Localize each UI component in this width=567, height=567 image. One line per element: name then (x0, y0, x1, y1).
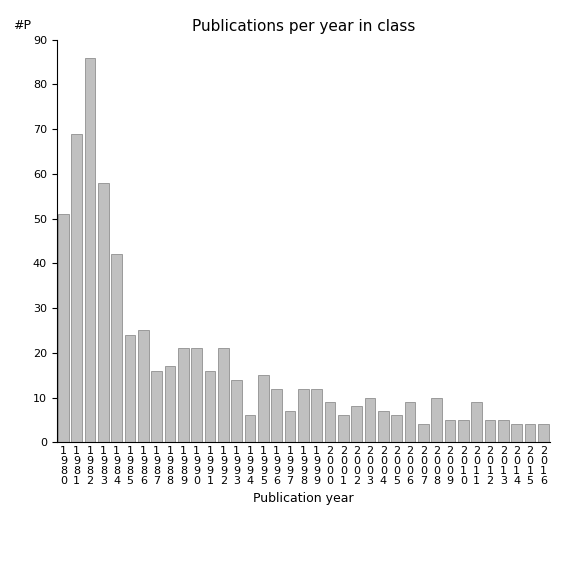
Bar (538, 424, 549, 442)
Bar (352, 407, 362, 442)
Bar (71, 134, 82, 442)
Bar (245, 416, 255, 442)
Bar (445, 420, 455, 442)
X-axis label: Publication year: Publication year (253, 492, 354, 505)
Bar (218, 348, 229, 442)
Bar (338, 416, 349, 442)
Bar (125, 335, 136, 442)
Bar (511, 424, 522, 442)
Y-axis label: #P: #P (13, 19, 31, 32)
Bar (151, 371, 162, 442)
Bar (498, 420, 509, 442)
Bar (111, 255, 122, 442)
Bar (418, 424, 429, 442)
Title: Publications per year in class: Publications per year in class (192, 19, 415, 35)
Bar (205, 371, 215, 442)
Bar (84, 58, 95, 442)
Bar (524, 424, 535, 442)
Bar (258, 375, 269, 442)
Bar (138, 331, 149, 442)
Bar (431, 397, 442, 442)
Bar (471, 402, 482, 442)
Bar (191, 348, 202, 442)
Bar (164, 366, 175, 442)
Bar (391, 416, 402, 442)
Bar (58, 214, 69, 442)
Bar (458, 420, 469, 442)
Bar (325, 402, 335, 442)
Bar (178, 348, 189, 442)
Bar (272, 388, 282, 442)
Bar (98, 183, 109, 442)
Bar (365, 397, 375, 442)
Bar (378, 411, 388, 442)
Bar (298, 388, 308, 442)
Bar (231, 380, 242, 442)
Bar (311, 388, 322, 442)
Bar (285, 411, 295, 442)
Bar (405, 402, 416, 442)
Bar (485, 420, 496, 442)
